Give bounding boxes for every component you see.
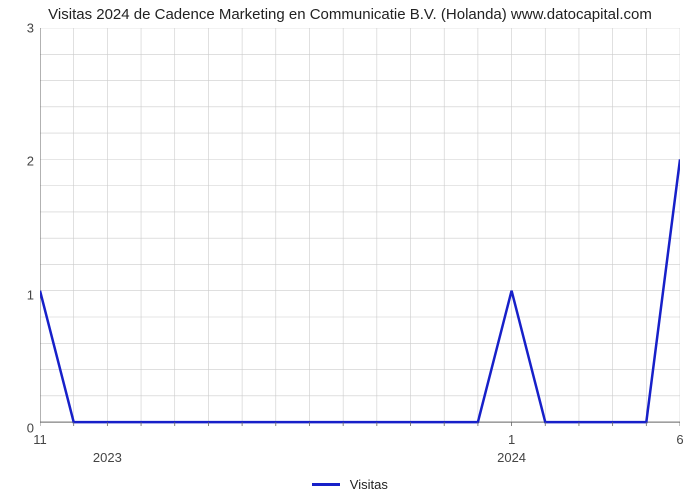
x-tick-label: 11 [33, 432, 47, 447]
y-tick-label: 2 [27, 154, 34, 169]
legend-swatch [312, 483, 340, 486]
y-tick-label: 1 [27, 287, 34, 302]
x-tick-label: 6 [676, 432, 683, 447]
legend-label: Visitas [350, 477, 388, 492]
plot-area [40, 28, 680, 428]
chart-title: Visitas 2024 de Cadence Marketing en Com… [0, 6, 700, 23]
x-major-label: 2023 [93, 450, 122, 465]
legend: Visitas [0, 476, 700, 492]
x-tick-label: 1 [508, 432, 515, 447]
chart-container: Visitas 2024 de Cadence Marketing en Com… [0, 0, 700, 500]
y-tick-label: 3 [27, 21, 34, 36]
x-major-label: 2024 [497, 450, 526, 465]
